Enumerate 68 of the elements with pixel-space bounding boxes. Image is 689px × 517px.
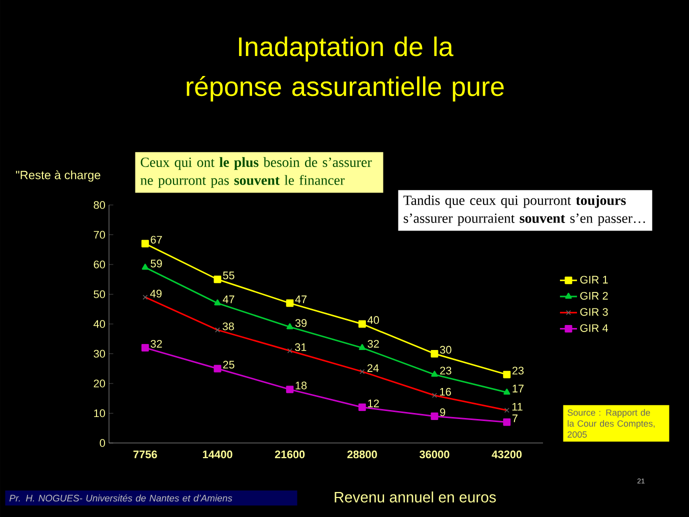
data-label: 7	[512, 414, 518, 422]
y-tick-label: 20	[94, 380, 106, 388]
data-label: 39	[295, 319, 307, 327]
point	[214, 299, 221, 306]
legend-label: GIR 3	[580, 308, 608, 316]
point	[503, 370, 511, 378]
data-label: 25	[223, 360, 234, 369]
data-label: 55	[223, 272, 234, 280]
data-label: 23	[512, 366, 524, 374]
point	[358, 344, 366, 350]
data-label: 12	[368, 400, 379, 408]
point	[286, 386, 294, 394]
point	[214, 276, 222, 284]
data-label: 32	[150, 340, 162, 348]
point	[358, 404, 366, 412]
x-tick-label: 36000	[420, 450, 450, 458]
data-label: 23	[440, 366, 452, 374]
legend-label: GIR 4	[580, 324, 608, 332]
data-label: 38	[222, 322, 234, 330]
y-tick-label: 40	[94, 320, 106, 328]
y-tick-label: 30	[94, 350, 106, 358]
legend-label: GIR 2	[580, 292, 608, 300]
y-tick-label: 80	[94, 201, 106, 209]
source-note: Source : Rapport de la Cour des Comptes, 2005	[568, 409, 655, 438]
data-label: 32	[368, 340, 379, 348]
point	[141, 344, 149, 352]
point	[430, 350, 438, 358]
text: Pr. H. NOGUES- Universités de Nantes et d’Amiens	[10, 494, 232, 502]
x-tick-label: 21600	[274, 450, 305, 458]
point	[286, 299, 294, 307]
data-label: 59	[150, 260, 162, 268]
data-label: 47	[222, 296, 234, 304]
data-label: 47	[295, 296, 307, 304]
data-label: 49	[150, 290, 162, 298]
data-label: 11	[512, 403, 522, 411]
data-label: 24	[367, 364, 379, 372]
data-label: 16	[440, 388, 451, 396]
x-tick-label: 7756	[133, 450, 157, 458]
point	[430, 412, 438, 420]
point	[503, 418, 511, 426]
x-tick-label: 28800	[347, 450, 377, 458]
y-axis-title: "Reste à charge	[16, 170, 100, 182]
data-label: 18	[296, 382, 307, 390]
y-tick-label: 10	[94, 409, 106, 418]
x-tick-label: 43200	[492, 450, 522, 458]
y-tick-label: 0	[100, 439, 106, 447]
data-label: 30	[440, 346, 452, 354]
point	[141, 240, 149, 248]
text: Tandis que ceux qui pourront toujours s’assurer pourraient souvent s’en passer…	[403, 195, 645, 226]
point	[286, 323, 294, 330]
y-tick-label: 70	[94, 230, 106, 239]
y-tick-label: 60	[94, 260, 106, 268]
x-axis-title: Revenu annuel en euros	[334, 492, 496, 502]
point	[358, 320, 366, 328]
data-label: 40	[367, 316, 379, 324]
point	[142, 264, 149, 270]
legend-label: GIR 1	[580, 276, 608, 284]
x-tick-label: 14400	[202, 450, 232, 458]
data-label: 17	[512, 384, 524, 392]
point	[504, 388, 510, 395]
chart-title: Inadaptation de la réponse assurantielle pure	[186, 36, 504, 102]
y-tick-label: 50	[94, 290, 106, 298]
data-label: 9	[440, 408, 446, 416]
data-label: 67	[150, 236, 162, 244]
point	[214, 364, 222, 372]
point	[431, 370, 438, 377]
data-label: 31	[294, 343, 306, 352]
text: Ceux qui ont le plus besoin de s’assurer ne pourront pas souvent le financer	[140, 157, 372, 188]
